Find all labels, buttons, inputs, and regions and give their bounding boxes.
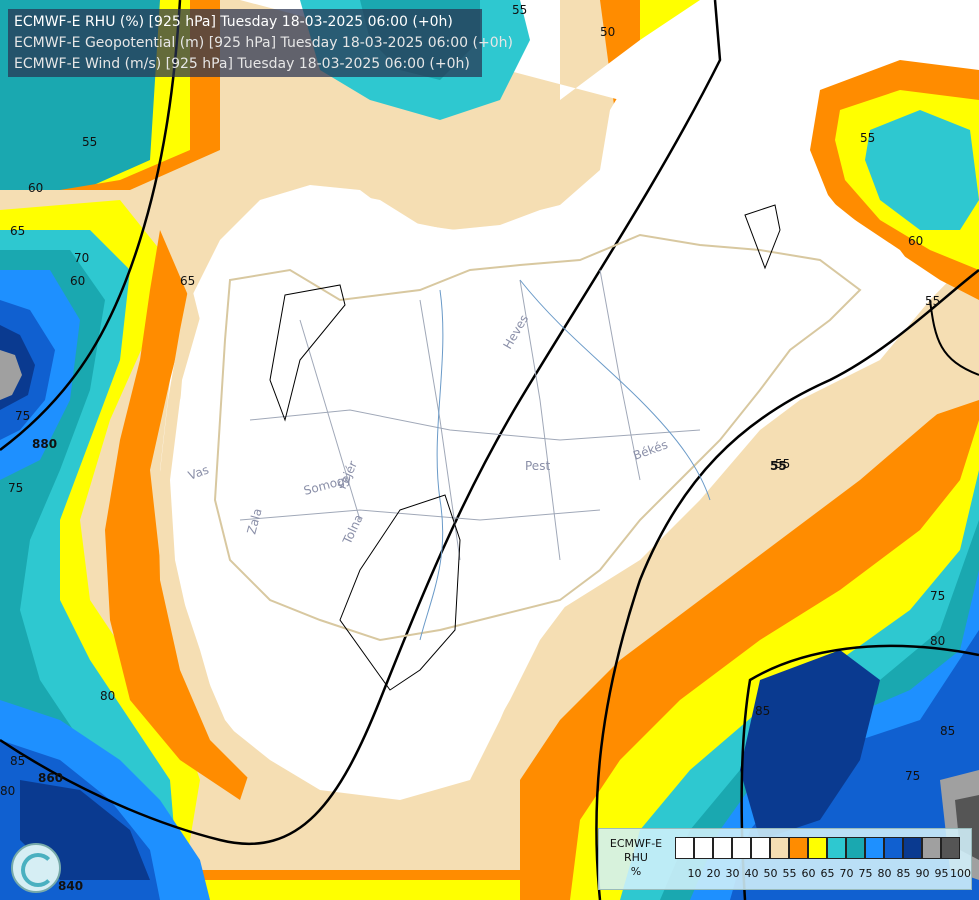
contour-label: 75: [905, 769, 920, 783]
contour-label: 75: [15, 409, 30, 423]
legend-swatch: [751, 837, 770, 859]
country-border: [213, 233, 862, 642]
contour-label: 70: [74, 251, 89, 265]
legend-tick: 60: [801, 867, 816, 880]
legend-swatch: [808, 837, 827, 859]
contour-label: 80: [0, 784, 15, 798]
legend-swatch: [884, 837, 903, 859]
geopotential-contour-east: [740, 644, 979, 900]
legend-swatch: [846, 837, 865, 859]
place-label: Vas: [186, 463, 210, 483]
area-outline-east: [744, 204, 781, 270]
legend-unit: %: [630, 865, 642, 878]
legend-swatch: [903, 837, 922, 859]
rh-northeast-cyan: [865, 110, 979, 230]
swirl-icon: [21, 853, 55, 887]
legend-tick: 80: [877, 867, 892, 880]
legend-tick: 65: [820, 867, 835, 880]
legend-swatch: [694, 837, 713, 859]
legend-tick: 55: [782, 867, 797, 880]
contour-label: 65: [10, 224, 25, 238]
legend-swatch: [827, 837, 846, 859]
contour-label: 55: [860, 131, 875, 145]
legend-swatch: [941, 837, 960, 859]
contour-label: 60: [908, 234, 923, 248]
contour-label: 80: [100, 689, 115, 703]
geopotential-label: 840: [58, 879, 83, 893]
map-title-box: ECMWF-E RHU (%) [925 hPa] Tuesday 18-03-…: [8, 9, 513, 77]
legend-tick: 30: [725, 867, 740, 880]
geopotential-contour-880-a: [0, 0, 182, 451]
legend-tick: 100: [950, 867, 971, 880]
legend-tick: 10: [687, 867, 702, 880]
title-geopotential: ECMWF-E Geopotential (m) [925 hPa] Tuesd…: [14, 35, 513, 51]
legend-swatch: [675, 837, 694, 859]
rh-southeast-navy: [740, 650, 880, 840]
legend-tick: 90: [915, 867, 930, 880]
contour-label: 55: [775, 457, 790, 471]
rhu-legend: ECMWF-E RHU % 10 20 30 40 50 55 60 65 70 75 80 85 90…: [598, 828, 972, 890]
contour-label: 65: [180, 274, 195, 288]
area-outline-south: [339, 494, 461, 691]
geopotential-label: 860: [38, 771, 63, 785]
title-rhu: ECMWF-E RHU (%) [925 hPa] Tuesday 18-03-…: [14, 14, 453, 30]
contour-label: 85: [10, 754, 25, 768]
contour-label: 75: [930, 589, 945, 603]
legend-swatch: [789, 837, 808, 859]
legend-tick: 20: [706, 867, 721, 880]
place-label: Pest: [525, 459, 550, 473]
contour-label: 55: [512, 3, 527, 17]
rh-west-orange: [105, 230, 250, 800]
river-network: [419, 279, 711, 641]
geopotential-label: 55: [770, 459, 787, 473]
place-label: Zala: [244, 507, 264, 536]
geopotential-contour-840: [595, 269, 979, 900]
legend-tick: 40: [744, 867, 759, 880]
rh-dry-core: [175, 0, 979, 790]
contour-label: 55: [82, 135, 97, 149]
legend-swatch: [922, 837, 941, 859]
rh-contour-labels: 55 50 55 60 65 70 65 75 55 60 55 75 80 8…: [0, 3, 955, 798]
geopotential-label: 880: [32, 437, 57, 451]
contour-label: 80: [930, 634, 945, 648]
title-wind: ECMWF-E Wind (m/s) [925 hPa] Tuesday 18-…: [14, 56, 470, 72]
logo: [11, 843, 61, 893]
region-boundaries: [239, 269, 701, 561]
contour-label: 85: [755, 704, 770, 718]
legend-model: ECMWF-E: [609, 837, 663, 850]
legend-swatch: [732, 837, 751, 859]
area-outline-west: [269, 284, 346, 422]
rh-west-grey: [0, 350, 22, 400]
rh-west-tan: [158, 280, 265, 780]
geopotential-contour-ne: [929, 299, 979, 376]
contour-label: 60: [70, 274, 85, 288]
contour-label: 60: [28, 181, 43, 195]
legend-tick: 50: [763, 867, 778, 880]
legend-tick: 70: [839, 867, 854, 880]
contour-label: 85: [940, 724, 955, 738]
geopotential-contour-860: [0, 0, 722, 846]
legend-swatch: [713, 837, 732, 859]
legend-tick: 75: [858, 867, 873, 880]
rh-southeast-tan: [480, 340, 979, 800]
legend-tick: 95: [934, 867, 949, 880]
legend-tick: 85: [896, 867, 911, 880]
contour-label: 75: [8, 481, 23, 495]
legend-variable: RHU: [624, 851, 648, 864]
legend-swatch: [770, 837, 789, 859]
legend-swatch: [865, 837, 884, 859]
contour-label: 50: [600, 25, 615, 39]
geopotential-labels: 880 860 840 55: [32, 437, 787, 893]
legend-label: ECMWF-E RHU %: [603, 837, 669, 879]
contour-label: 55: [925, 294, 940, 308]
